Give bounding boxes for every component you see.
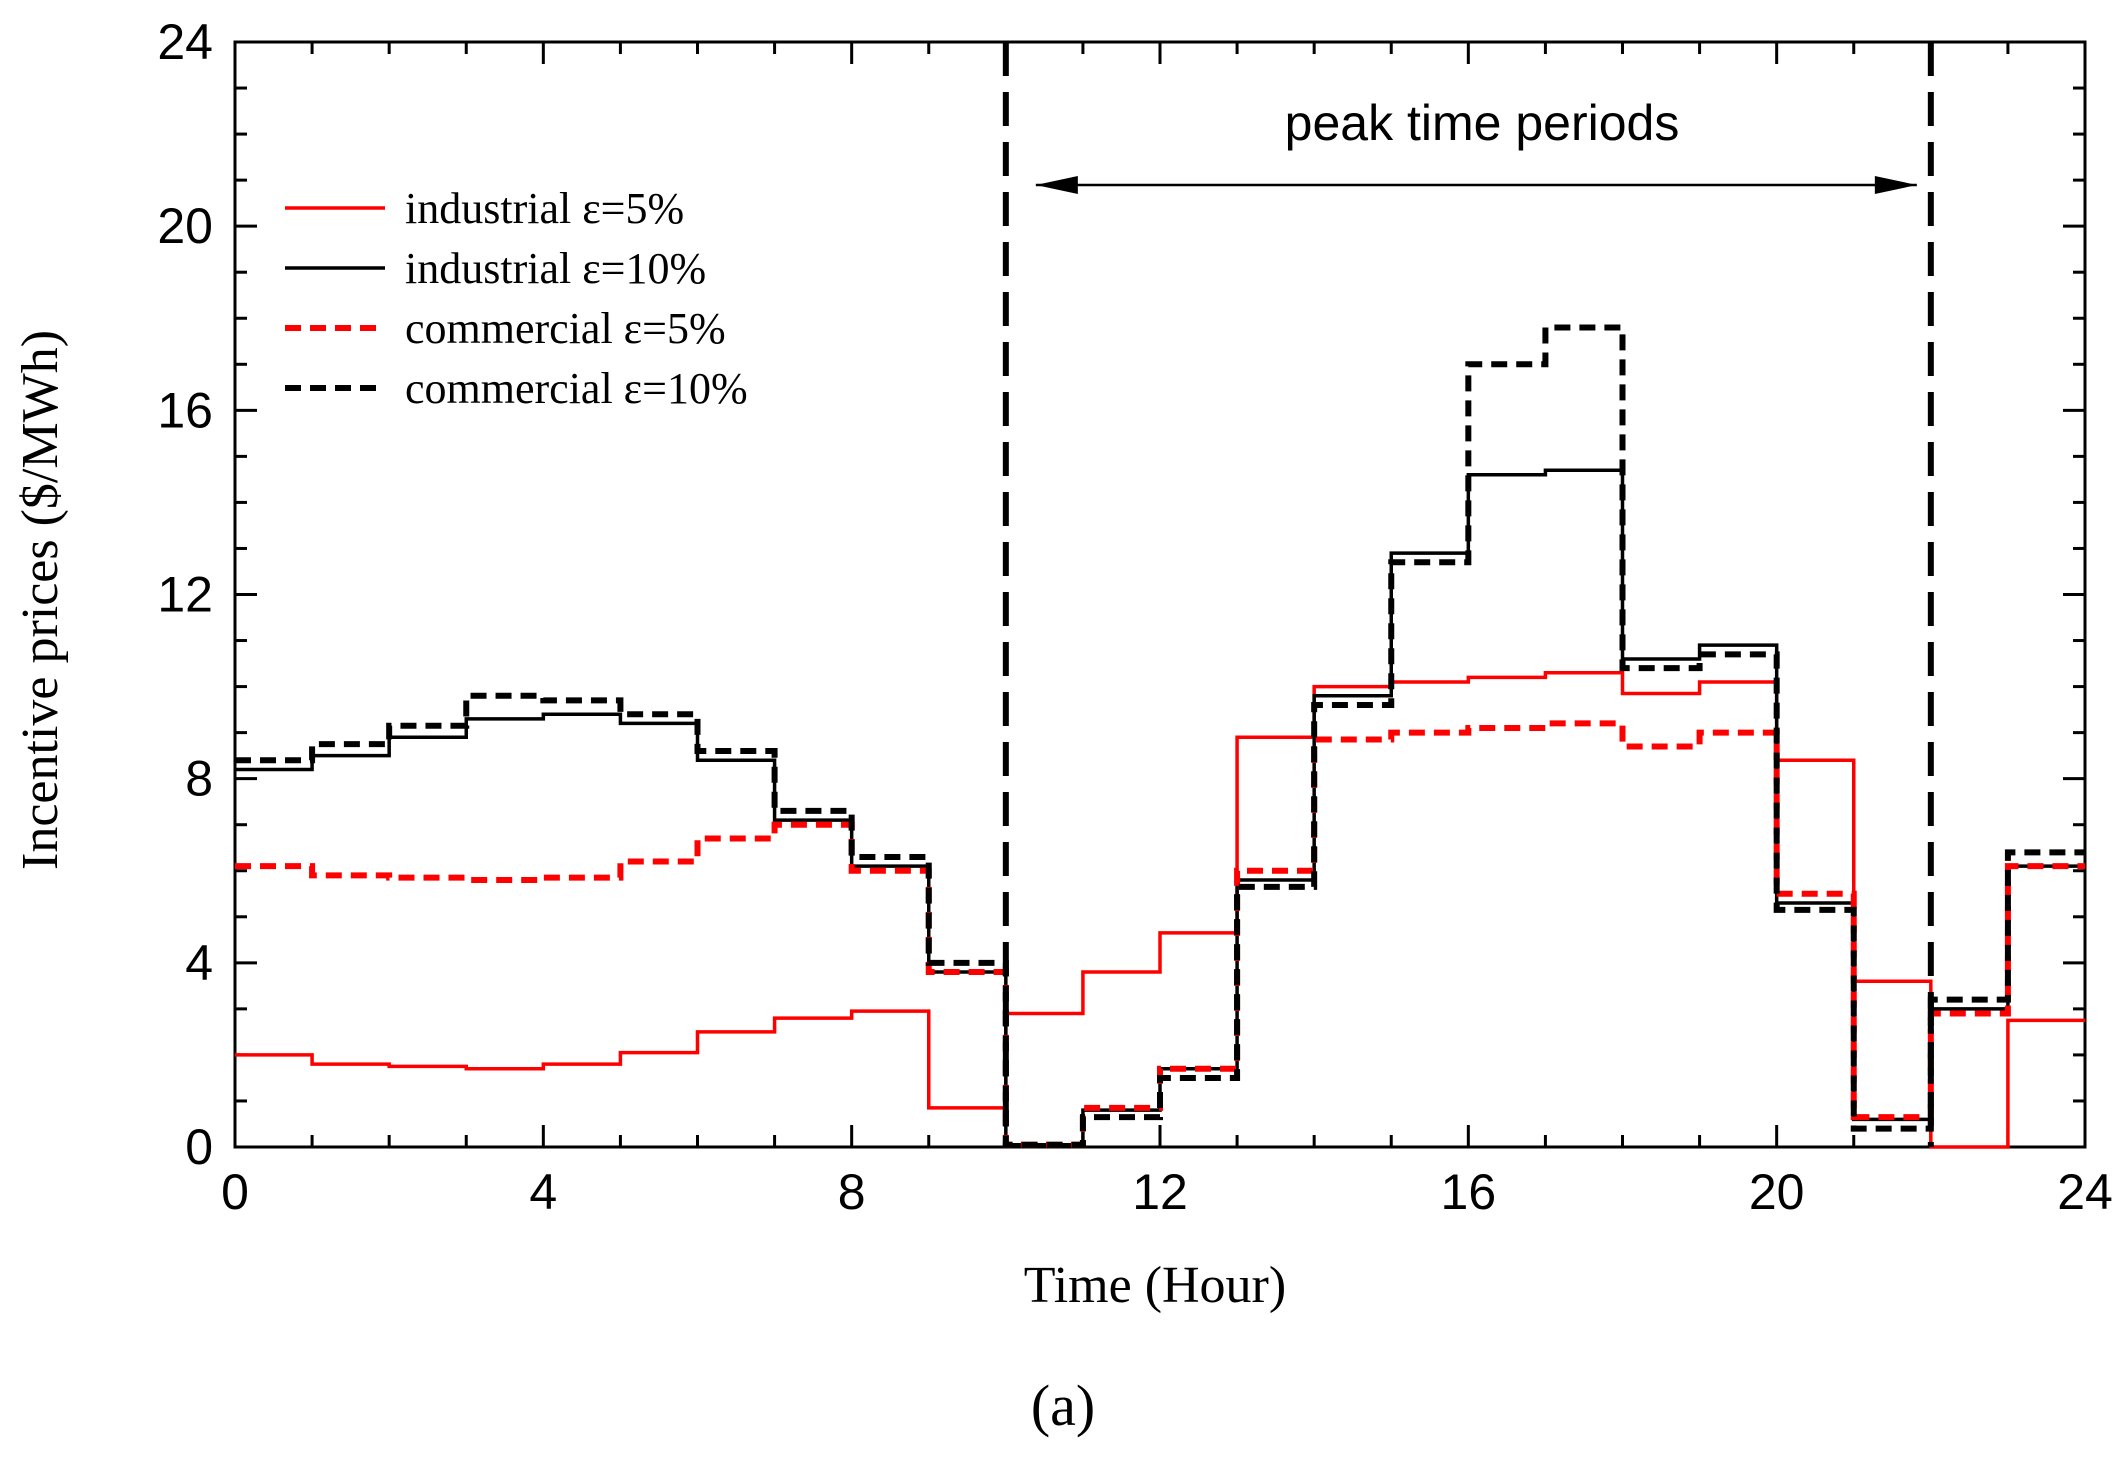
y-tick-label: 12: [157, 567, 213, 623]
y-tick-label: 16: [157, 382, 213, 438]
panel-label: (a): [1031, 1373, 1095, 1438]
peak-annotation: peak time periods: [1285, 95, 1680, 151]
series-layer: [235, 324, 2085, 1149]
y-axis-ticks: 0 4 8 12 16 20 24: [157, 14, 2085, 1175]
x-tick-label: 16: [1441, 1164, 1497, 1220]
x-tick-label: 20: [1749, 1164, 1805, 1220]
y-tick-label: 4: [185, 935, 213, 991]
x-tick-label: 8: [838, 1164, 866, 1220]
x-tick-label: 24: [2057, 1164, 2113, 1220]
legend-label-2: industrial ε=10%: [405, 244, 706, 293]
legend-label-3: commercial ε=5%: [405, 304, 726, 353]
peak-markers: peak time periods: [1002, 42, 1934, 1147]
series-line-2: [235, 468, 2085, 1147]
y-axis-label: Incentive prices ($/MWh): [12, 330, 69, 870]
series-line-4: [235, 324, 2085, 1148]
x-tick-label: 4: [529, 1164, 557, 1220]
y-tick-label: 24: [157, 14, 213, 70]
y-tick-label: 8: [185, 751, 213, 807]
x-tick-label: 12: [1132, 1164, 1188, 1220]
legend-label-1: industrial ε=5%: [405, 184, 684, 233]
legend: industrial ε=5% industrial ε=10% commercia…: [285, 184, 748, 413]
y-tick-label: 0: [185, 1119, 213, 1175]
x-tick-label: 0: [221, 1164, 249, 1220]
legend-label-4: commercial ε=10%: [405, 364, 748, 413]
y-tick-label: 20: [157, 198, 213, 254]
x-axis-label: Time (Hour): [1024, 1257, 1286, 1314]
peak-arrow-head-left: [1035, 176, 1078, 194]
peak-arrow-head-right: [1874, 176, 1917, 194]
